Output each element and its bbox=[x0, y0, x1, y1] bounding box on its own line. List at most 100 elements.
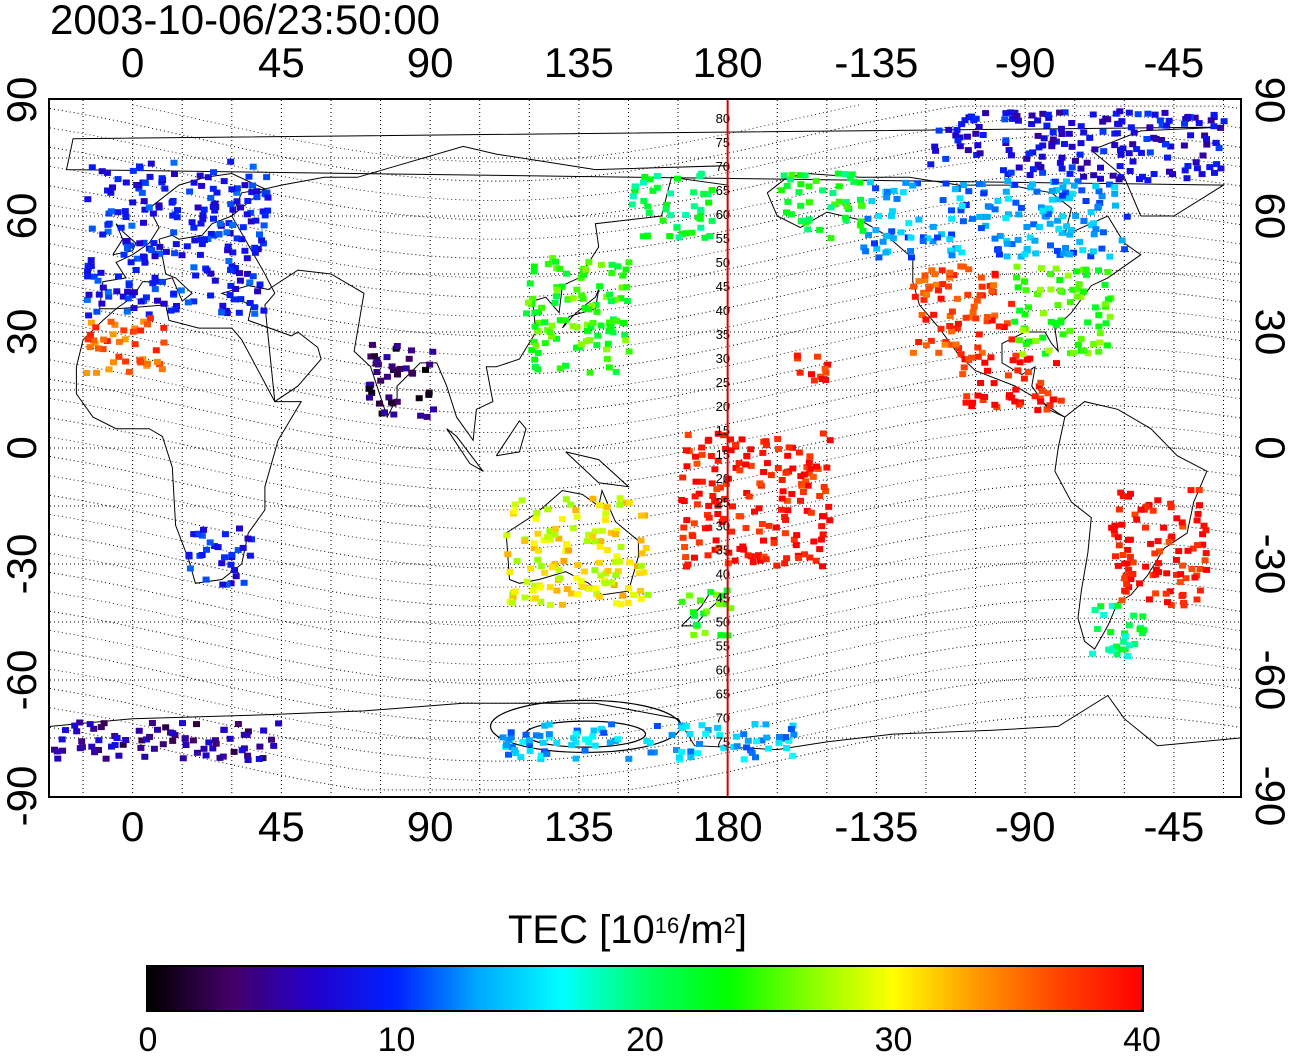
tec-cell bbox=[804, 226, 812, 233]
colorbar-title-unit: /m bbox=[679, 908, 724, 952]
tec-cell bbox=[716, 484, 724, 491]
tec-cell bbox=[224, 247, 232, 254]
tec-cell bbox=[270, 742, 278, 749]
tec-cell bbox=[1212, 140, 1220, 146]
tec-cell bbox=[653, 173, 661, 179]
tec-cell bbox=[1100, 612, 1108, 618]
tec-cell bbox=[1217, 124, 1225, 131]
tec-cell bbox=[232, 286, 240, 292]
coastline bbox=[65, 126, 1226, 217]
tec-cell bbox=[97, 269, 105, 276]
tec-cell bbox=[1187, 132, 1195, 139]
tec-cell bbox=[131, 341, 139, 348]
tec-cell bbox=[612, 572, 620, 579]
tec-cell bbox=[683, 447, 690, 454]
tec-cell bbox=[229, 222, 237, 228]
tec-cell bbox=[572, 507, 580, 514]
tec-cell bbox=[159, 741, 167, 748]
tec-cell bbox=[1133, 146, 1141, 153]
tec-cell bbox=[696, 215, 704, 222]
tec-cell bbox=[716, 732, 724, 739]
tec-cell bbox=[1082, 271, 1090, 278]
tec-cell bbox=[1012, 386, 1020, 393]
tec-cell bbox=[714, 457, 722, 464]
axis-tick-label: -45 bbox=[1143, 803, 1205, 850]
tec-cell bbox=[523, 578, 531, 585]
tec-cell bbox=[1031, 237, 1039, 244]
tec-cell bbox=[585, 306, 593, 313]
tec-cell bbox=[638, 512, 646, 519]
tec-cell bbox=[683, 463, 691, 470]
tec-cell bbox=[994, 197, 1002, 204]
tec-cell bbox=[862, 248, 870, 255]
tec-cell bbox=[1051, 320, 1059, 326]
coastline bbox=[565, 451, 631, 488]
tec-cell bbox=[1130, 129, 1138, 136]
tec-cell bbox=[600, 729, 608, 736]
contour-line bbox=[50, 714, 1240, 791]
tec-cell bbox=[541, 319, 549, 326]
tec-cell bbox=[268, 736, 275, 743]
tec-cell bbox=[192, 272, 200, 279]
tec-cell bbox=[156, 250, 164, 257]
tec-cell bbox=[1191, 574, 1199, 581]
contour-line bbox=[50, 404, 1240, 492]
tec-cell bbox=[805, 216, 813, 223]
tec-cell bbox=[626, 499, 633, 506]
tec-cell bbox=[1090, 172, 1098, 179]
tec-cell bbox=[572, 739, 580, 746]
tec-cell bbox=[1026, 172, 1034, 178]
tec-cell bbox=[667, 212, 675, 219]
tec-cell bbox=[779, 488, 787, 495]
tec-cell bbox=[747, 462, 755, 469]
tec-cell bbox=[207, 194, 215, 201]
tec-cell bbox=[99, 346, 107, 353]
tec-cell bbox=[945, 283, 952, 290]
contour-label: 70 bbox=[716, 159, 730, 174]
tec-cell bbox=[698, 478, 706, 485]
tec-cell bbox=[184, 299, 192, 306]
tec-cell bbox=[1146, 149, 1154, 156]
tec-cell bbox=[532, 515, 540, 522]
tec-cell bbox=[957, 207, 965, 214]
tec-cell bbox=[875, 254, 883, 261]
tec-cell bbox=[1164, 599, 1171, 606]
tec-cell bbox=[174, 207, 181, 214]
tec-cell bbox=[1192, 159, 1200, 166]
tec-cell bbox=[678, 598, 686, 605]
tec-cell bbox=[537, 598, 545, 605]
tec-cell bbox=[1112, 202, 1119, 209]
tec-cell bbox=[691, 612, 698, 619]
tec-cell bbox=[1054, 217, 1062, 224]
contour-line bbox=[50, 347, 1240, 433]
tec-cell bbox=[980, 190, 988, 197]
tec-cell bbox=[111, 742, 119, 748]
contour-label: 25 bbox=[716, 495, 730, 510]
tec-cell bbox=[682, 212, 690, 218]
tec-cell bbox=[553, 335, 560, 342]
tec-cell bbox=[1046, 402, 1054, 409]
tec-cell bbox=[589, 533, 597, 540]
tec-cell bbox=[732, 464, 740, 471]
tec-cell bbox=[402, 365, 410, 372]
tec-cell bbox=[1196, 587, 1204, 594]
tec-cell bbox=[396, 365, 404, 372]
tec-cell bbox=[504, 551, 512, 558]
tec-cell bbox=[614, 263, 622, 270]
tec-cell bbox=[1037, 164, 1045, 171]
tec-cell bbox=[84, 336, 92, 343]
tec-cell bbox=[1020, 278, 1028, 285]
tec-cell bbox=[595, 502, 603, 509]
tec-cell bbox=[1189, 545, 1197, 552]
tec-cell bbox=[216, 220, 224, 227]
tec-cell bbox=[641, 174, 649, 180]
tec-cell bbox=[234, 547, 242, 554]
tec-cell bbox=[507, 729, 515, 736]
tec-cell bbox=[682, 554, 690, 561]
tec-cell bbox=[1089, 650, 1096, 657]
tec-cell bbox=[529, 587, 537, 594]
tec-cell bbox=[787, 726, 795, 732]
tec-cell bbox=[1111, 531, 1119, 538]
tec-cell bbox=[78, 738, 86, 745]
tec-cell bbox=[675, 754, 683, 761]
